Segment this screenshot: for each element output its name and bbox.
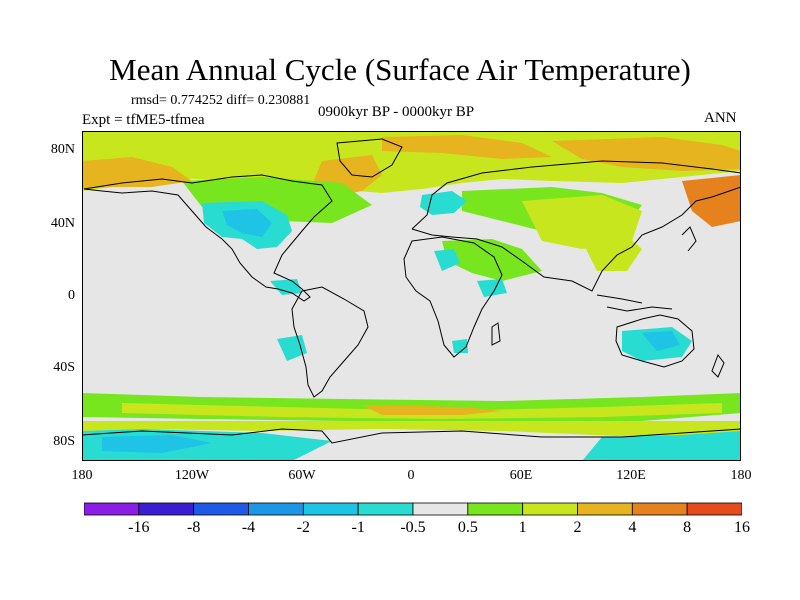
map-frame xyxy=(82,131,741,461)
colorbar-swatch-6 xyxy=(412,502,469,516)
field-sahara-cyan xyxy=(477,279,507,297)
colorbar-label-9: 4 xyxy=(628,519,637,536)
field-safrica-cyan xyxy=(452,339,468,353)
coast-eurasia xyxy=(411,160,741,292)
coast-greenland xyxy=(336,138,403,178)
period-label: 0900kyr BP - 0000kyr BP xyxy=(318,104,475,120)
lon-label-120w: 120W xyxy=(174,468,210,483)
field-antarctic-cyan-east xyxy=(582,431,741,461)
field-southern-orange xyxy=(362,405,502,415)
temperature-map xyxy=(82,131,741,461)
coastlines xyxy=(82,138,741,444)
colorbar-swatch-0 xyxy=(84,502,140,516)
colorbar-label-7: 1 xyxy=(518,519,527,536)
colorbar-swatch-4 xyxy=(302,502,359,516)
lat-label-80n: 80N xyxy=(50,142,75,157)
lon-label-60e: 60E xyxy=(509,468,533,483)
colorbar-label-5: -0.5 xyxy=(400,519,426,536)
field-namerica-blue xyxy=(222,209,272,237)
colorbar-label-2: -4 xyxy=(241,519,256,536)
colorbar-swatch-11 xyxy=(686,502,742,516)
colorbar-label-8: 2 xyxy=(573,519,582,536)
colorbar xyxy=(84,502,742,516)
field-samerica-cyan xyxy=(277,335,307,361)
colorbar-label-3: -2 xyxy=(296,519,310,536)
colorbar-label-0: -16 xyxy=(128,519,150,536)
stats-label: rmsd= 0.774252 diff= 0.230881 xyxy=(131,93,311,108)
lon-label-180e: 180 xyxy=(730,468,752,483)
field-alaska-orange xyxy=(82,157,192,189)
field-antarctic-green xyxy=(82,421,741,437)
field-australia-blue xyxy=(642,331,680,351)
field-antarctic-blue xyxy=(102,435,212,453)
coast-madagascar xyxy=(491,322,501,346)
coast-africa xyxy=(403,236,503,358)
colorbar-label-4: -1 xyxy=(351,519,365,536)
colorbar-swatch-3 xyxy=(248,502,304,516)
lat-label-40s: 40S xyxy=(53,360,75,375)
coast-north-america xyxy=(83,174,333,302)
lat-label-80s: 80S xyxy=(53,434,75,449)
field-africa-cyan xyxy=(434,249,460,271)
colorbar-label-11: 16 xyxy=(734,519,750,536)
colorbar-swatch-1 xyxy=(138,502,195,516)
coast-australia xyxy=(615,314,695,368)
colorbar-swatch-8 xyxy=(522,502,578,516)
field-siberia-orange xyxy=(552,137,741,171)
lon-label-120e: 120E xyxy=(616,468,646,483)
colorbar-label-1: -8 xyxy=(186,519,201,536)
field-arctic-orange xyxy=(382,135,552,159)
chart-title: Mean Annual Cycle (Surface Air Temperatu… xyxy=(109,52,691,87)
coast-japan xyxy=(681,226,697,252)
colorbar-swatch-5 xyxy=(357,502,414,516)
field-nwpacific-orange xyxy=(682,175,741,227)
coast-antarctica xyxy=(82,428,741,444)
colorbar-label-10: 8 xyxy=(683,519,692,536)
field-china-yellow xyxy=(582,231,642,271)
coast-new-zealand xyxy=(711,353,725,378)
lon-label-60w: 60W xyxy=(288,468,316,483)
lat-label-0: 0 xyxy=(68,288,75,303)
coast-indonesia xyxy=(596,294,673,312)
colorbar-swatch-10 xyxy=(631,502,688,516)
colorbar-swatch-2 xyxy=(193,502,249,516)
colorbar-label-6: 0.5 xyxy=(457,519,478,536)
season-label: ANN xyxy=(704,110,737,126)
lat-label-40n: 40N xyxy=(50,216,75,231)
lon-label-180w: 180 xyxy=(71,468,93,483)
experiment-label: Expt = tfME5-tfmea xyxy=(82,112,205,128)
colorbar-swatch-7 xyxy=(467,502,524,516)
coast-south-america xyxy=(291,286,369,398)
field-middleeast-green xyxy=(442,239,542,281)
colorbar-swatch-9 xyxy=(577,502,633,516)
lon-label-0: 0 xyxy=(407,468,415,483)
